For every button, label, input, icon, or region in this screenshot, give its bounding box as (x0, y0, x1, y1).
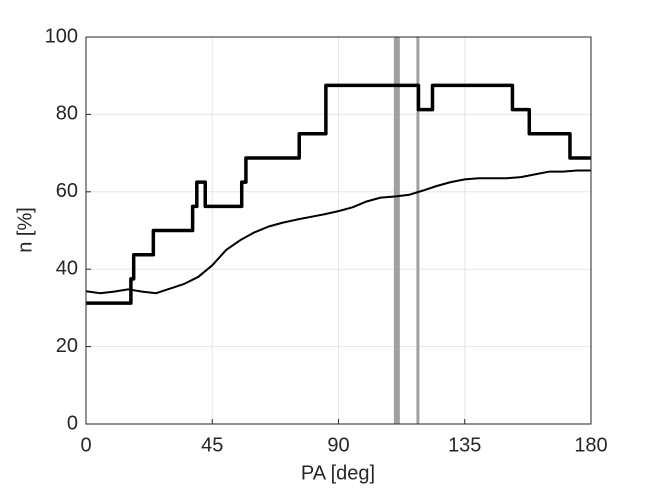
x-tick-label: 45 (201, 434, 223, 456)
y-tick-label: 0 (67, 412, 78, 434)
y-tick-label: 100 (45, 25, 78, 47)
y-tick-label: 40 (56, 257, 78, 279)
data-line (85, 169, 591, 295)
plot-frame (85, 36, 592, 425)
x-tick-label: 0 (80, 434, 91, 456)
x-tick-label: 135 (448, 434, 481, 456)
data-line (86, 83, 591, 305)
y-tick-label: 80 (56, 103, 78, 125)
y-axis-label: n [%] (14, 207, 36, 253)
x-tick-label: 180 (574, 434, 607, 456)
y-tick-label: 20 (56, 335, 78, 357)
x-tick-label: 90 (327, 434, 349, 456)
y-tick-label: 60 (56, 180, 78, 202)
x-axis-label: PA [deg] (301, 462, 375, 484)
